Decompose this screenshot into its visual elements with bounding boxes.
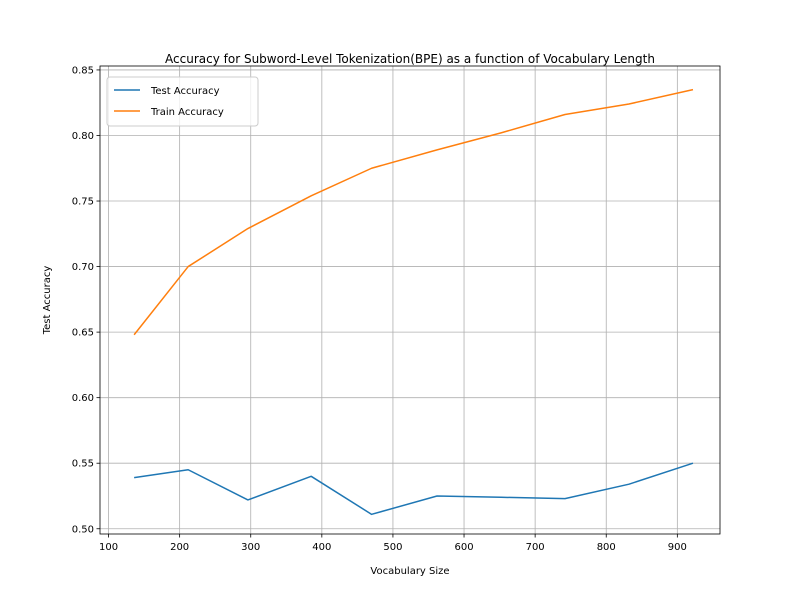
y-tick-label: 0.65	[72, 328, 94, 339]
x-tick-label: 900	[668, 542, 687, 553]
grid-lines	[100, 66, 720, 534]
legend-box	[106, 76, 259, 127]
x-axis-ticks: 100 200 300 400 500 600 700 800 900	[99, 534, 687, 553]
y-axis-label: Test Accuracy	[42, 266, 53, 336]
y-tick-label: 0.50	[72, 524, 94, 535]
y-tick-label: 0.55	[72, 459, 94, 470]
x-tick-label: 800	[597, 542, 616, 553]
series-lines	[133, 88, 694, 516]
x-tick-label: 200	[170, 542, 189, 553]
y-tick-label: 0.70	[72, 262, 94, 273]
y-tick-label: 0.85	[72, 65, 94, 76]
x-tick-label: 400	[312, 542, 331, 553]
x-tick-label: 300	[241, 542, 260, 553]
x-axis-label: Vocabulary Size	[370, 566, 449, 577]
x-tick-label: 600	[454, 542, 473, 553]
series-line-test-accuracy	[134, 462, 694, 516]
plot-frame	[99, 65, 721, 535]
x-tick-label: 700	[526, 542, 545, 553]
x-tick-label: 500	[383, 542, 402, 553]
legend-label-train-accuracy: Train Accuracy	[150, 107, 224, 118]
x-tick-label: 100	[99, 542, 118, 553]
y-tick-label: 0.75	[72, 197, 94, 208]
series-line-train-accuracy	[133, 88, 694, 336]
y-tick-label: 0.60	[72, 393, 94, 404]
y-axis-ticks: 0.50 0.55 0.60 0.65 0.70 0.75 0.80 0.85	[72, 65, 100, 535]
chart-title: Accuracy for Subword-Level Tokenization(…	[165, 52, 655, 66]
y-tick-label: 0.80	[72, 131, 94, 142]
legend-label-test-accuracy: Test Accuracy	[150, 86, 220, 97]
legend: Test Accuracy Train Accuracy	[106, 76, 259, 127]
